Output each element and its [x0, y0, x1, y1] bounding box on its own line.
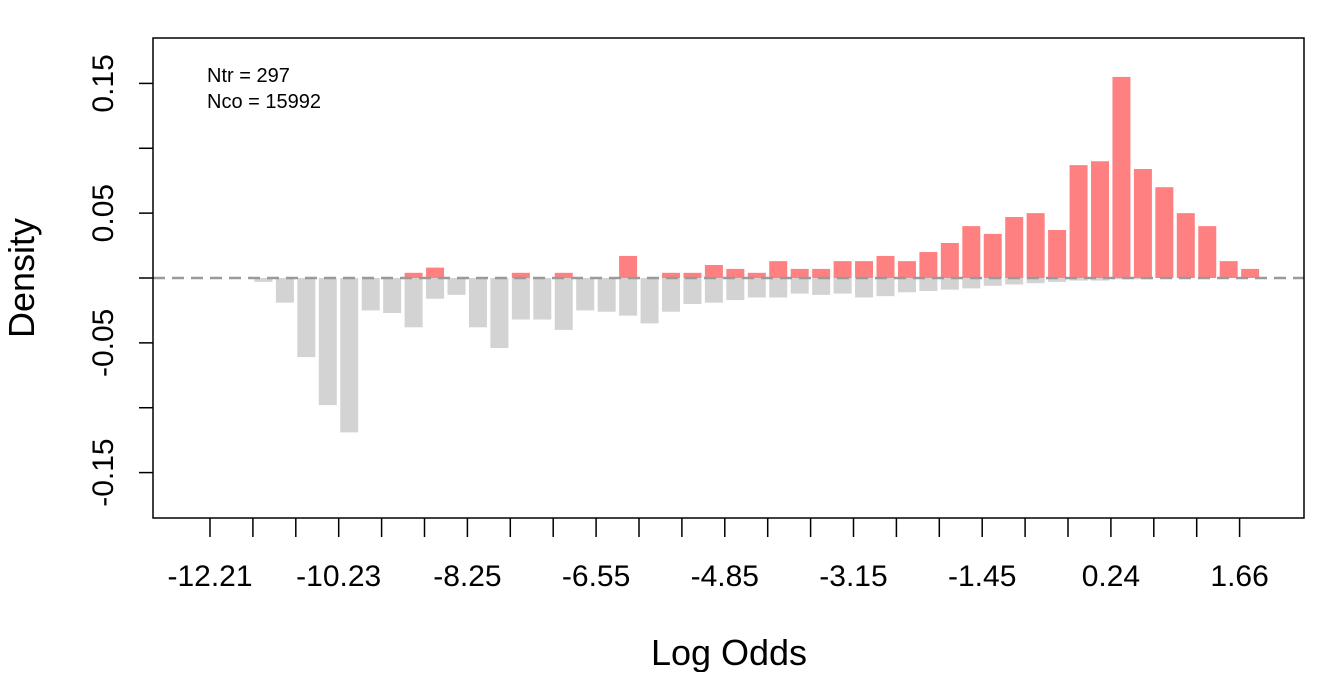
- treated-bar--3.70: [833, 261, 852, 278]
- y-tick-label: 0.15: [87, 54, 120, 112]
- control-bar--10.56: [340, 278, 359, 433]
- control-bar--0.30: [1091, 278, 1109, 281]
- treated-bar--2.00: [962, 226, 981, 278]
- x-axis: -12.21 -10.23 -8.25 -6.55 -4.85 -3.15 -1.45 0.2…: [167, 518, 1269, 593]
- control-bar--4.00: [812, 278, 831, 295]
- treated-bar--2.30: [940, 242, 959, 278]
- control-bar-0.00: [1112, 278, 1131, 280]
- treated-bar-0.24: [1133, 169, 1152, 278]
- x-tick-label: -3.15: [819, 560, 887, 593]
- y-tick-label: 0.05: [87, 184, 120, 242]
- control-bar--0.60: [1069, 278, 1088, 281]
- control-bar--8.25: [490, 278, 509, 349]
- control-bar--1.70: [983, 278, 1002, 286]
- control-bar--10.89: [318, 278, 337, 406]
- control-bar--3.70: [833, 278, 852, 294]
- bars-group: [254, 76, 1260, 433]
- control-bar--2.60: [919, 278, 938, 291]
- x-tick-label: -6.55: [562, 560, 630, 593]
- treated-bar-0.48: [1155, 187, 1174, 278]
- control-bar--11.55: [275, 278, 294, 303]
- control-bar--7.63: [533, 278, 552, 320]
- treated-bar--4.00: [812, 268, 831, 278]
- y-axis: -0.15 -0.05 0.05 0.15: [87, 54, 153, 507]
- treated-bar-1.44: [1241, 268, 1260, 278]
- control-bar--9.24: [426, 278, 445, 299]
- treated-bar--0.30: [1091, 161, 1109, 278]
- control-bar--2.30: [940, 278, 959, 290]
- treated-bar-1.20: [1219, 261, 1238, 278]
- control-bar--8.58: [468, 278, 487, 328]
- treated-bar--9.57: [404, 272, 423, 278]
- treated-bar-0.00: [1112, 76, 1131, 279]
- treated-bar--4.60: [769, 261, 788, 278]
- x-tick-label: -4.85: [691, 560, 759, 593]
- treated-bar--1.20: [1026, 213, 1045, 278]
- treated-bar-0.96: [1198, 226, 1217, 278]
- treated-bar--1.45: [1005, 217, 1024, 278]
- treated-bar--0.60: [1069, 165, 1088, 278]
- x-tick-label: 0.24: [1082, 560, 1140, 593]
- control-bar--7.94: [511, 278, 530, 320]
- control-bar--3.40: [855, 278, 874, 298]
- control-bar--6.70: [597, 278, 616, 312]
- control-bar--9.57: [404, 278, 423, 328]
- control-bar--0.90: [1048, 278, 1067, 282]
- control-bar--1.20: [1026, 278, 1045, 284]
- x-axis-title: Log Odds: [651, 632, 807, 672]
- treated-bar--5.10: [726, 268, 745, 278]
- treated-bar--3.15: [876, 255, 895, 278]
- control-bar--4.85: [747, 278, 766, 298]
- treated-bar--7.94: [511, 272, 530, 278]
- control-bar--6.00: [662, 278, 680, 312]
- y-tick-label: -0.15: [87, 438, 120, 506]
- x-tick-label: -1.45: [948, 560, 1016, 593]
- control-bar--2.90: [897, 278, 916, 293]
- control-bar--11.22: [297, 278, 316, 358]
- control-bar--11.88: [254, 278, 273, 282]
- x-tick-label: -12.21: [167, 560, 252, 593]
- treated-bar--2.60: [919, 252, 938, 278]
- control-bar--9.90: [383, 278, 402, 314]
- control-bar--2.00: [962, 278, 981, 289]
- control-bar--8.91: [447, 278, 466, 295]
- treated-bar--3.40: [855, 261, 874, 278]
- treated-bar--7.32: [554, 272, 573, 278]
- treated-bar--6.00: [662, 272, 680, 278]
- control-bar--6.55: [619, 278, 638, 316]
- control-bar--6.30: [640, 278, 659, 324]
- treated-bar--6.55: [619, 255, 638, 278]
- control-bar--5.10: [726, 278, 745, 301]
- treated-bar--1.70: [983, 233, 1002, 278]
- control-bar--5.70: [683, 278, 702, 304]
- x-tick-label: 1.66: [1210, 560, 1268, 593]
- x-tick-label: -8.25: [433, 560, 501, 593]
- treated-bar--4.85: [747, 272, 766, 278]
- control-bar--10.23: [361, 278, 380, 311]
- treated-bar--5.70: [683, 272, 702, 278]
- treated-bar--9.24: [426, 267, 445, 278]
- control-bar--4.30: [790, 278, 809, 294]
- treated-bar--4.30: [790, 268, 809, 278]
- treated-bar-0.72: [1176, 213, 1195, 278]
- annotation-nco: Nco = 15992: [207, 91, 321, 113]
- control-bar--7.32: [554, 278, 573, 330]
- y-tick-label: -0.05: [87, 309, 120, 377]
- control-bar--4.60: [769, 278, 788, 298]
- y-axis-title: Density: [1, 218, 42, 338]
- treated-bar--2.90: [897, 261, 916, 278]
- control-bar--1.45: [1005, 278, 1024, 285]
- control-bar--5.40: [704, 278, 723, 303]
- treated-bar--5.40: [704, 265, 723, 278]
- treated-bar--0.90: [1048, 230, 1067, 278]
- annotation-ntr: Ntr = 297: [207, 65, 290, 87]
- x-tick-label: -10.23: [296, 560, 381, 593]
- control-bar--7.01: [576, 278, 595, 311]
- control-bar--3.15: [876, 278, 895, 297]
